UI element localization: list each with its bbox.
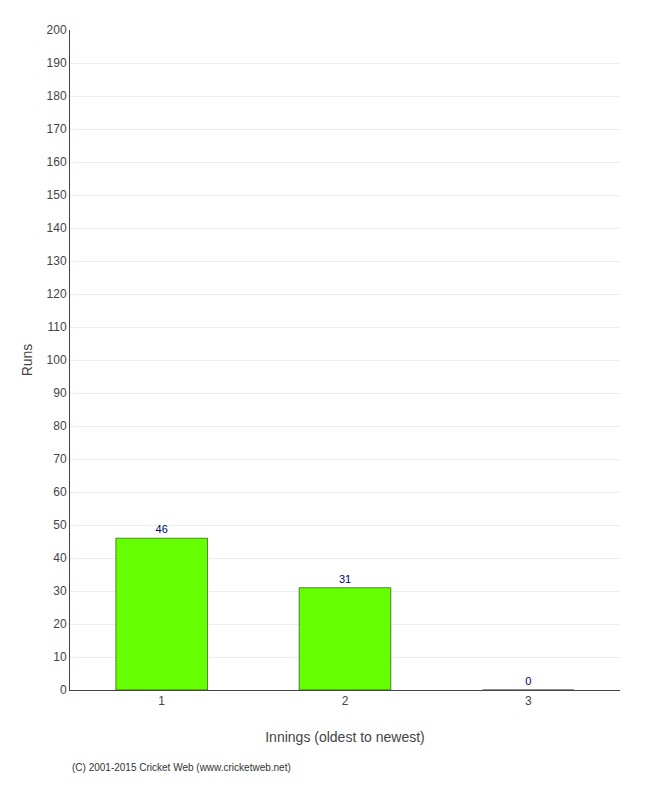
- svg-text:(C) 2001-2015 Cricket Web (www: (C) 2001-2015 Cricket Web (www.cricketwe…: [72, 762, 291, 773]
- svg-text:60: 60: [53, 485, 67, 499]
- svg-text:30: 30: [53, 584, 67, 598]
- svg-text:150: 150: [47, 188, 67, 202]
- svg-text:Innings (oldest to newest): Innings (oldest to newest): [265, 729, 425, 745]
- svg-text:110: 110: [47, 320, 66, 334]
- svg-text:0: 0: [60, 683, 67, 697]
- svg-text:100: 100: [47, 353, 67, 367]
- svg-text:190: 190: [47, 56, 67, 70]
- svg-text:160: 160: [47, 155, 67, 169]
- svg-text:200: 200: [47, 23, 67, 37]
- svg-text:20: 20: [53, 617, 67, 631]
- svg-text:40: 40: [53, 551, 67, 565]
- svg-text:120: 120: [47, 287, 67, 301]
- svg-text:130: 130: [47, 254, 67, 268]
- svg-text:180: 180: [47, 89, 67, 103]
- svg-text:1: 1: [158, 694, 165, 708]
- svg-text:50: 50: [53, 518, 67, 532]
- svg-text:140: 140: [47, 221, 67, 235]
- svg-text:90: 90: [53, 386, 67, 400]
- svg-text:Runs: Runs: [19, 344, 35, 377]
- svg-text:3: 3: [525, 694, 532, 708]
- svg-text:2: 2: [342, 694, 349, 708]
- svg-text:80: 80: [53, 419, 67, 433]
- svg-text:10: 10: [53, 650, 67, 664]
- svg-text:0: 0: [525, 675, 531, 687]
- svg-text:70: 70: [53, 452, 67, 466]
- svg-text:46: 46: [156, 523, 168, 535]
- svg-text:170: 170: [47, 122, 67, 136]
- svg-text:31: 31: [339, 573, 351, 585]
